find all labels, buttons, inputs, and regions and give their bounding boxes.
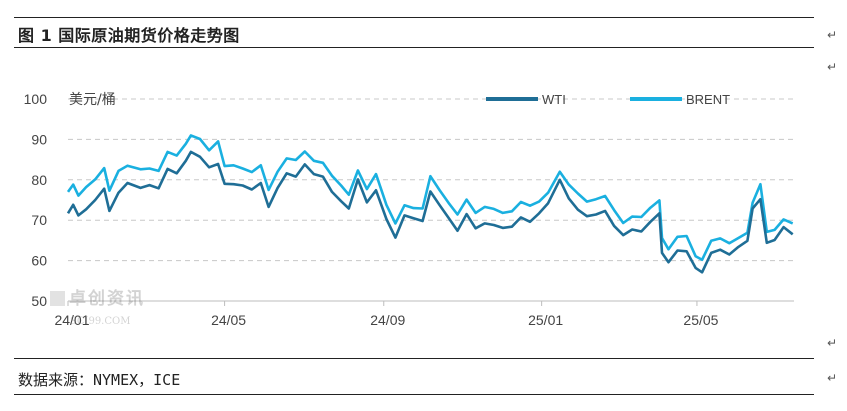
paragraph-mark: ↵ [827, 60, 838, 74]
y-tick-label: 100 [24, 91, 48, 107]
bottom-rule [14, 394, 814, 395]
legend-label: WTI [542, 92, 566, 107]
y-axis-label: 美元/桶 [69, 92, 116, 108]
series-line-brent [66, 134, 794, 262]
x-tick-label: 24/05 [211, 312, 246, 328]
x-tick-label: 24/09 [370, 312, 405, 328]
source-note: 数据来源：NYMEX，ICE [18, 371, 181, 389]
y-tick-label: 80 [31, 172, 47, 188]
figure-title: 图 1 国际原油期货价格走势图 [18, 26, 240, 45]
y-tick-label: 90 [31, 131, 47, 147]
watermark-url: SCI99.COM [70, 316, 131, 327]
price-chart: 50 60 70 80 90 100 美元/桶 24/01 24/05 24/09 25/01 25/… [24, 91, 794, 328]
watermark-name: 卓创资讯 [69, 289, 145, 309]
x-tick-label: 25/01 [528, 312, 563, 328]
x-tick-label: 24/01 [54, 312, 89, 328]
watermark-logo-icon [50, 291, 65, 306]
chart-bottom-rule [14, 358, 814, 359]
top-rule [14, 17, 814, 18]
legend-label: BRENT [686, 92, 730, 107]
title-rule [14, 47, 814, 48]
paragraph-mark: ↵ [827, 28, 838, 42]
y-tick-label: 50 [31, 293, 47, 309]
y-tick-label: 60 [31, 253, 47, 269]
watermark: 卓创资讯 SCI99.COM [50, 284, 145, 328]
x-tick-label: 25/05 [683, 312, 718, 328]
series-line-wti [66, 150, 794, 274]
y-tick-label: 70 [31, 212, 47, 228]
paragraph-mark: ↵ [827, 336, 838, 350]
paragraph-mark: ↵ [827, 371, 838, 385]
